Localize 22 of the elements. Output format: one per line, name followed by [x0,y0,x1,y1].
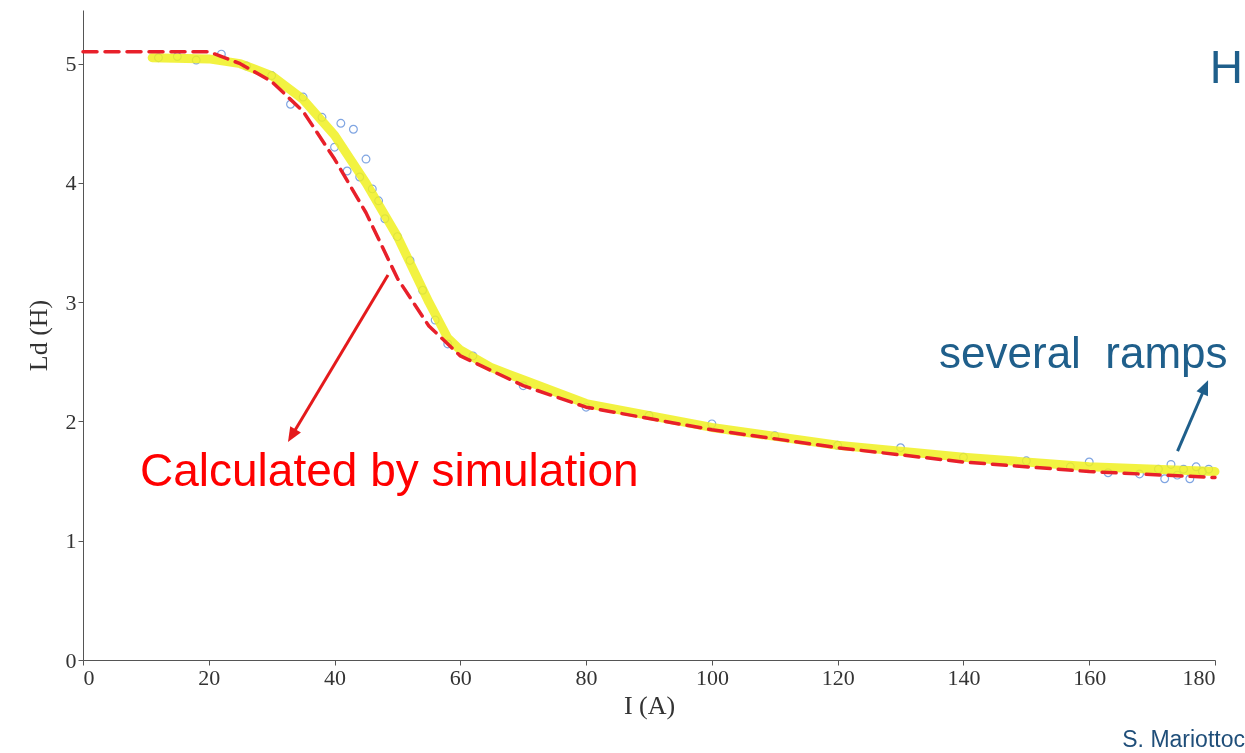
y-tick-label: 1 [65,528,77,554]
y-tick-label: 2 [65,408,77,434]
text: S. Mariottoc [1122,726,1245,753]
x-tick-label: 0 [83,664,95,690]
x-tick-label: 160 [1073,664,1107,690]
x-tick-label: 40 [324,664,347,690]
annotation: several ramps [939,328,1228,379]
x-axis-title: I (A) [623,690,676,720]
x-tick-label: 80 [575,664,598,690]
y-tick-label: 5 [65,51,77,77]
y-tick-label: 3 [65,289,77,315]
x-tick-label: 20 [198,664,221,690]
annotation: Calculated by simulation [140,443,639,497]
x-tick-label: 180 [1182,664,1216,690]
y-tick-label: 0 [65,647,77,673]
x-tick-label: 120 [821,664,855,690]
y-tick-label: 4 [65,170,77,196]
x-tick-label: 100 [695,664,729,690]
y-axis-title: Ld (H) [23,299,53,372]
x-tick-label: 140 [947,664,981,690]
annotation: H [1209,40,1243,94]
x-tick-label: 60 [449,664,472,690]
